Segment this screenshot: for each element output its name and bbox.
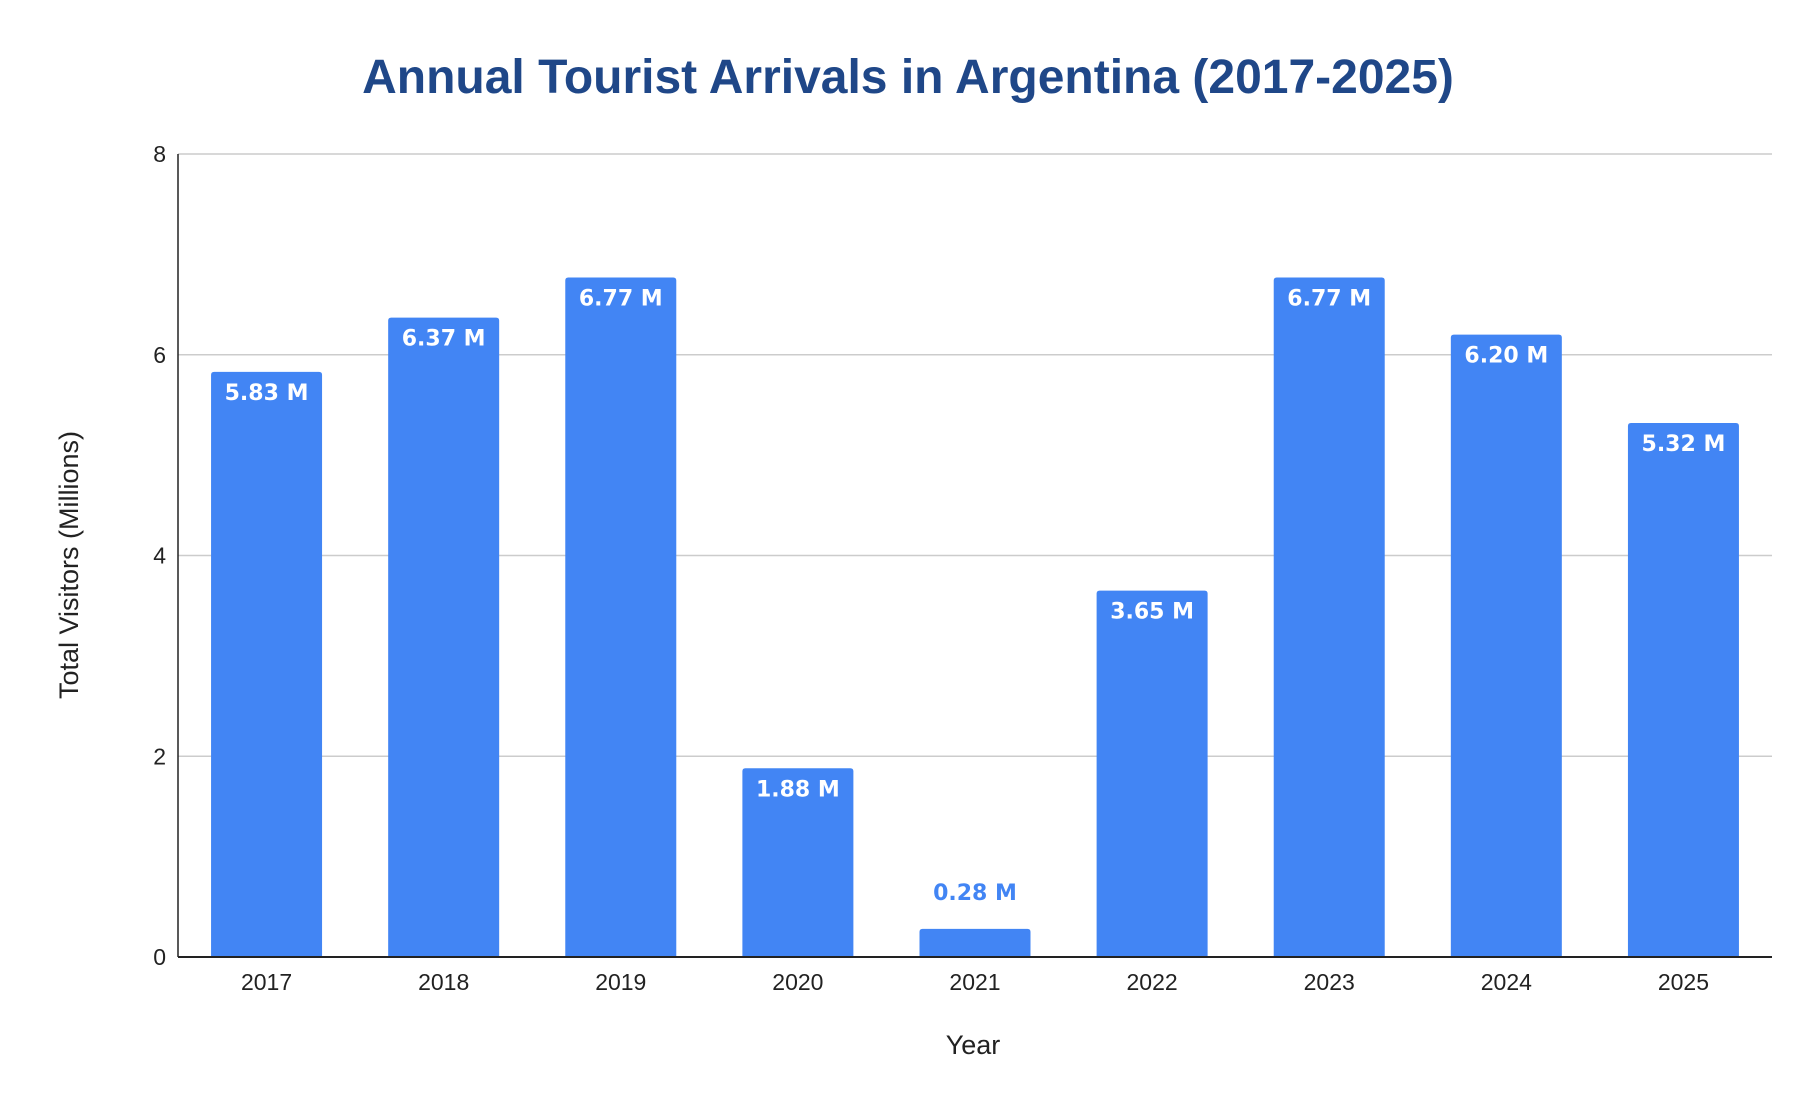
x-axis-title: Year bbox=[946, 1030, 1001, 1060]
x-tick-label-2022: 2022 bbox=[1127, 969, 1178, 995]
bar-2019 bbox=[565, 277, 677, 957]
x-tick-label-2021: 2021 bbox=[949, 969, 1000, 995]
data-label-2024: 6.20 M bbox=[1464, 344, 1548, 369]
y-axis-title: Total Visitors (Millions) bbox=[54, 431, 84, 699]
data-label-2022: 3.65 M bbox=[1110, 600, 1194, 625]
x-tick-label-2024: 2024 bbox=[1481, 969, 1532, 995]
bar-2017 bbox=[211, 371, 323, 958]
bar-2021 bbox=[919, 928, 1031, 957]
bar-2020 bbox=[742, 768, 854, 957]
y-tick-label: 0 bbox=[153, 944, 166, 970]
x-tick-label-2023: 2023 bbox=[1304, 969, 1355, 995]
y-tick-label: 4 bbox=[153, 543, 166, 569]
y-tick-label: 2 bbox=[153, 743, 166, 769]
x-tick-label-2025: 2025 bbox=[1658, 969, 1709, 995]
y-tick-label: 8 bbox=[153, 141, 166, 167]
bar-2023 bbox=[1273, 277, 1385, 957]
data-labels: 5.83 M 6.37 M 6.77 M 1.88 M 0.28 M 3.65 M 6.77… bbox=[225, 286, 1726, 905]
data-label-2017: 5.83 M bbox=[225, 381, 309, 406]
x-tick-label-2018: 2018 bbox=[418, 969, 469, 995]
bar-2022 bbox=[1096, 590, 1208, 957]
bar-2018 bbox=[388, 317, 500, 958]
data-label-2020: 1.88 M bbox=[756, 777, 840, 802]
data-label-2021: 0.28 M bbox=[933, 881, 1017, 906]
y-tick-label: 6 bbox=[153, 342, 166, 368]
data-label-2019: 6.77 M bbox=[579, 286, 663, 311]
x-tick-label-2020: 2020 bbox=[772, 969, 823, 995]
data-label-2018: 6.37 M bbox=[402, 327, 486, 352]
bars bbox=[211, 277, 1739, 958]
x-tick-labels: 2017 2018 2019 2020 2021 2022 2023 2024 2025 bbox=[241, 969, 1709, 995]
bar-2024 bbox=[1450, 334, 1562, 957]
axes bbox=[177, 154, 1772, 958]
bar-2025 bbox=[1627, 423, 1739, 957]
x-tick-label-2017: 2017 bbox=[241, 969, 292, 995]
y-tick-labels: 0 2 4 6 8 bbox=[153, 141, 166, 970]
chart-title: Annual Tourist Arrivals in Argentina (20… bbox=[362, 51, 1454, 104]
data-label-2023: 6.77 M bbox=[1287, 286, 1371, 311]
data-label-2025: 5.32 M bbox=[1642, 432, 1726, 457]
x-tick-label-2019: 2019 bbox=[595, 969, 646, 995]
